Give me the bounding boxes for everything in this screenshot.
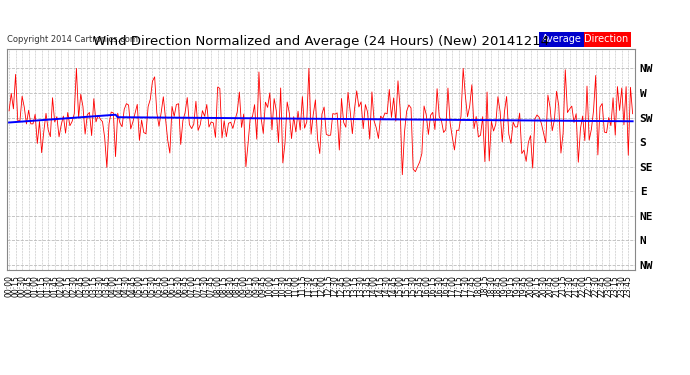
Text: Copyright 2014 Cartronics.com: Copyright 2014 Cartronics.com: [7, 35, 138, 44]
Text: Average: Average: [542, 34, 582, 44]
Text: Direction: Direction: [584, 34, 629, 44]
Title: Wind Direction Normalized and Average (24 Hours) (New) 20141214: Wind Direction Normalized and Average (2…: [92, 34, 549, 48]
